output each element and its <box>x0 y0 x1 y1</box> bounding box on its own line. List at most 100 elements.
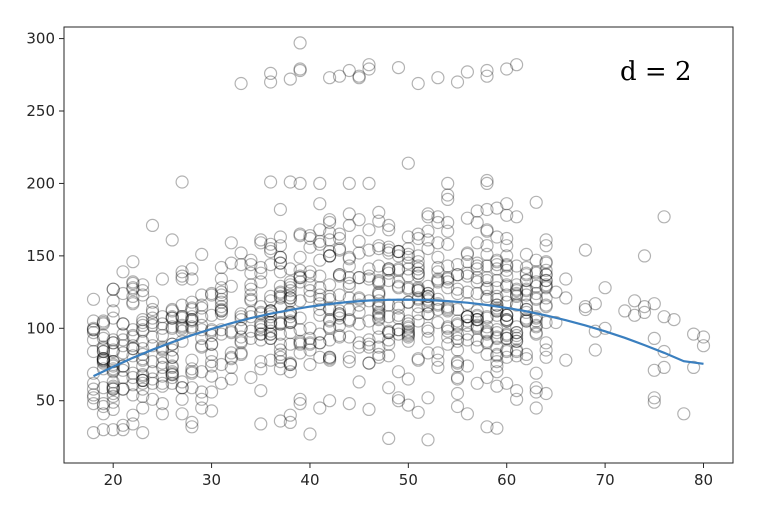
data-point <box>509 286 524 301</box>
data-point <box>323 249 337 263</box>
data-point <box>214 281 228 295</box>
data-point <box>293 263 307 277</box>
data-point <box>519 273 534 288</box>
data-point <box>155 356 169 370</box>
data-point <box>549 285 563 299</box>
data-point <box>234 258 248 272</box>
data-point <box>539 350 553 364</box>
data-point <box>519 347 534 361</box>
data-point <box>214 292 228 306</box>
data-point <box>431 275 445 289</box>
data-point <box>509 278 524 292</box>
data-point <box>460 314 474 328</box>
data-point <box>539 386 553 401</box>
data-point <box>313 336 327 350</box>
data-point <box>283 72 297 86</box>
data-point <box>352 69 366 83</box>
data-point <box>441 215 455 230</box>
data-point <box>273 239 287 253</box>
data-point <box>106 375 120 389</box>
data-point <box>293 294 307 308</box>
data-point <box>500 308 514 322</box>
data-point <box>323 394 337 408</box>
data-point <box>450 317 465 331</box>
data-point <box>382 262 396 276</box>
data-point <box>372 313 386 327</box>
data-point <box>96 381 111 395</box>
data-point <box>283 284 297 298</box>
data-point <box>86 426 101 440</box>
data-point <box>106 382 120 396</box>
y-tick-label: 200 <box>26 174 55 192</box>
data-point <box>185 415 199 429</box>
data-point <box>126 378 140 392</box>
data-point <box>195 310 209 324</box>
data-point <box>155 369 169 383</box>
data-point <box>441 224 455 238</box>
data-point <box>401 262 415 276</box>
x-tick-label: 30 <box>202 471 221 489</box>
data-point <box>136 373 150 387</box>
data-point <box>283 305 297 319</box>
data-point <box>136 373 150 387</box>
data-point <box>254 300 268 314</box>
data-point <box>431 236 445 250</box>
data-point <box>539 343 553 357</box>
data-point <box>106 336 120 350</box>
data-point <box>86 326 101 340</box>
data-point <box>480 69 494 83</box>
data-point <box>372 259 386 273</box>
data-point <box>96 344 111 359</box>
data-point <box>529 291 543 305</box>
data-point <box>323 213 337 227</box>
data-point <box>293 229 307 243</box>
x-tick-label: 40 <box>300 471 319 489</box>
data-point <box>313 253 327 267</box>
data-point <box>460 310 474 324</box>
data-point <box>96 328 111 343</box>
data-point <box>254 362 268 376</box>
data-point <box>165 359 179 373</box>
data-point <box>214 302 228 317</box>
data-point <box>244 294 258 308</box>
data-point <box>490 330 504 344</box>
data-point <box>362 223 376 237</box>
data-point <box>342 176 356 190</box>
data-point <box>313 350 327 364</box>
data-point <box>254 275 268 289</box>
data-point <box>382 324 396 338</box>
data-point <box>244 288 258 302</box>
data-point <box>126 366 140 380</box>
data-point <box>372 321 386 335</box>
data-point <box>165 343 179 357</box>
data-point <box>283 291 297 305</box>
data-point <box>431 210 445 224</box>
data-point <box>401 398 415 412</box>
data-point <box>244 258 258 272</box>
data-point <box>185 310 199 324</box>
data-point <box>362 176 376 190</box>
data-point <box>539 298 553 312</box>
data-point <box>647 331 661 345</box>
data-point <box>480 281 494 295</box>
data-point <box>155 407 169 421</box>
data-point <box>234 330 248 344</box>
data-point <box>441 275 455 289</box>
data-point <box>323 333 337 347</box>
data-point <box>490 347 504 361</box>
data-point <box>431 265 445 279</box>
data-point <box>175 320 189 334</box>
data-point <box>539 300 553 314</box>
data-point <box>283 315 297 330</box>
data-point <box>362 356 376 370</box>
data-point <box>450 268 465 282</box>
data-point <box>332 242 347 256</box>
data-point <box>559 291 573 305</box>
y-tick-label: 300 <box>26 30 55 48</box>
data-point <box>136 389 150 403</box>
data-point <box>244 282 258 296</box>
data-point <box>480 320 494 334</box>
data-point <box>224 350 238 364</box>
data-point <box>214 307 228 321</box>
data-point <box>490 258 504 272</box>
